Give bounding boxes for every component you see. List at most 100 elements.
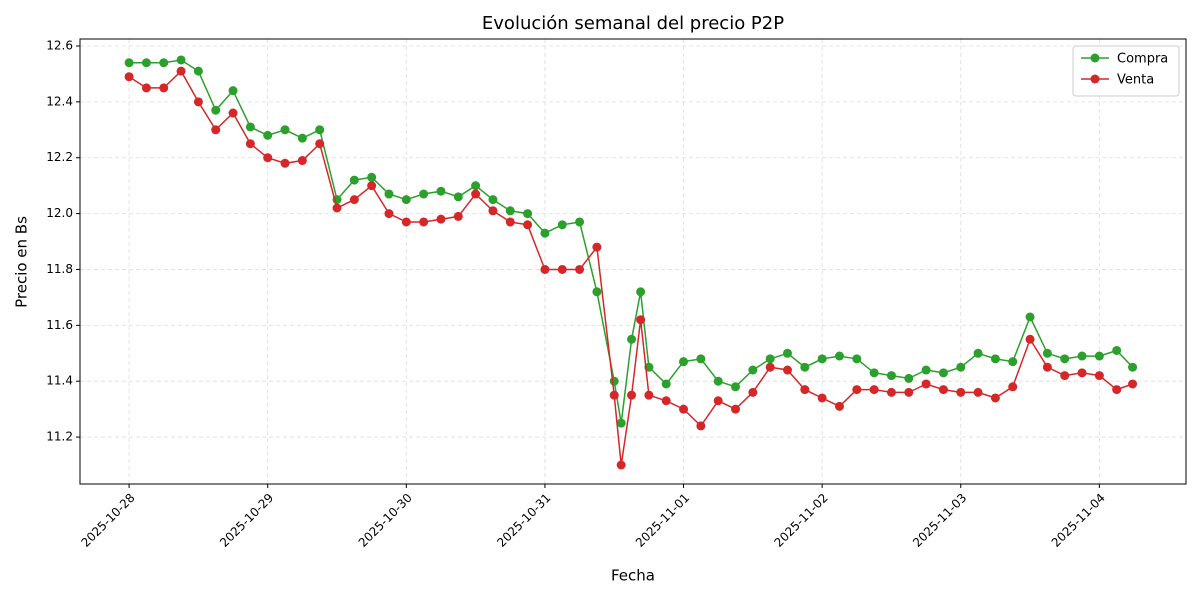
x-tick-label: 2025-10-30 [356,491,415,550]
data-point [575,264,585,274]
data-point [661,396,671,406]
x-axis-label: Fecha [611,567,655,585]
data-point [176,66,186,76]
data-point [765,362,775,372]
data-point [636,315,646,325]
data-point [1060,354,1070,364]
data-point [419,217,429,227]
data-point [852,354,862,364]
data-point [557,220,567,230]
data-point [367,181,377,191]
data-point [280,158,290,168]
data-point [193,97,203,107]
data-point [679,404,689,414]
data-point [1060,371,1070,381]
data-point [1025,334,1035,344]
data-point [852,385,862,395]
x-tick-label: 2025-11-03 [910,491,969,550]
data-point [1128,379,1138,389]
data-point [557,264,567,274]
data-point [782,348,792,358]
data-point [990,354,1000,364]
data-point [401,217,411,227]
data-point [973,348,983,358]
data-point [1077,351,1087,361]
data-point [245,122,255,132]
legend-marker [1090,74,1100,84]
data-point [938,385,948,395]
data-point [315,139,325,149]
data-point [886,371,896,381]
data-point [616,460,626,470]
data-point [938,368,948,378]
data-point [817,354,827,364]
y-tick-label: 12.2 [46,150,73,164]
data-point [1077,368,1087,378]
data-point [297,133,307,143]
data-point [956,387,966,397]
data-point [1025,312,1035,322]
data-point [713,376,723,386]
data-point [193,66,203,76]
data-point [627,334,637,344]
data-point [921,379,931,389]
x-tick-label: 2025-11-02 [772,491,831,550]
series-line [128,69,1133,466]
data-point [471,181,481,191]
data-point [1112,345,1122,355]
data-point [956,362,966,372]
data-point [141,83,151,93]
data-point [436,186,446,196]
data-point [245,139,255,149]
data-point [886,387,896,397]
data-point [748,365,758,375]
data-point [973,387,983,397]
x-tick-label: 2025-11-01 [633,491,692,550]
legend-label: Compra [1117,52,1168,67]
data-point [1008,357,1018,367]
chart-title: Evolución semanal del precio P2P [482,13,784,34]
x-tick-label: 2025-10-29 [217,491,276,550]
y-tick-label: 11.6 [46,318,73,332]
y-tick-label: 12.0 [46,206,73,220]
data-point [124,72,134,82]
data-point [384,189,394,199]
data-point [159,83,169,93]
data-point [488,206,498,216]
data-point [523,209,533,219]
data-point [384,209,394,219]
plot-frame [79,38,1187,485]
data-point [1128,362,1138,372]
x-tick-label: 2025-10-31 [494,491,553,550]
data-point [869,385,879,395]
data-point [332,203,342,213]
data-point [297,156,307,166]
data-point [1094,351,1104,361]
data-point [124,58,134,68]
data-point [990,393,1000,403]
data-point [575,217,585,227]
data-point [488,195,498,205]
data-point [748,387,758,397]
data-point [419,189,429,199]
data-point [696,354,706,364]
data-point [782,365,792,375]
data-point [540,228,550,238]
y-tick-label: 12.4 [46,94,73,108]
data-point [263,130,273,140]
data-point [453,211,463,221]
data-point [228,86,238,96]
data-point [401,195,411,205]
data-point [696,421,706,431]
data-point [679,357,689,367]
data-point [1042,362,1052,372]
data-point [731,404,741,414]
data-point [609,376,619,386]
data-point [731,382,741,392]
data-point [349,195,359,205]
data-point [592,242,602,252]
data-point [713,396,723,406]
data-point [800,385,810,395]
legend: Compra Venta [1072,45,1180,97]
y-tick-label: 11.2 [46,430,73,444]
